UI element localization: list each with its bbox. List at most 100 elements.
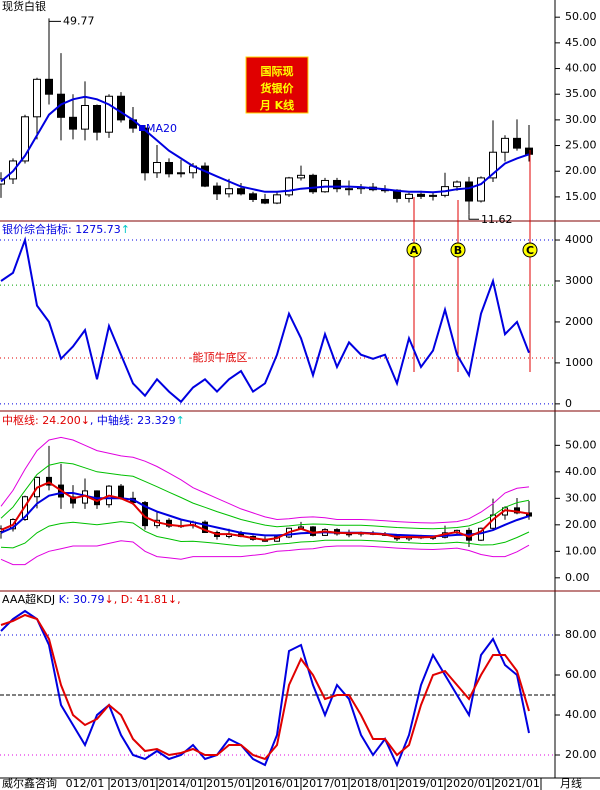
y-tick-label: 20.00	[565, 518, 597, 531]
candle-body	[213, 185, 221, 195]
candle-body	[489, 151, 497, 179]
x-tick-label: 012/01	[66, 777, 105, 790]
candle-body	[177, 172, 185, 175]
candle-body	[46, 476, 52, 486]
footer-source: 威尔鑫咨询	[2, 776, 57, 790]
title-part: ↓,	[168, 593, 181, 606]
x-tick-label: 2019/01	[398, 777, 444, 790]
badge-text: 货银价	[260, 81, 295, 95]
marker-label: B	[454, 244, 462, 257]
panel-title: 银价综合指标: 1275.73↑	[2, 222, 130, 236]
series-line	[0, 236, 530, 404]
y-tick-label: 45.00	[565, 36, 597, 49]
x-tick-label: 2014/01	[158, 777, 204, 790]
y-tick-label: 25.00	[565, 139, 597, 152]
x-tick-label: 2015/01	[206, 777, 252, 790]
candle-body	[465, 181, 473, 202]
max-label: 49.77	[63, 14, 95, 27]
candle-body	[297, 174, 305, 179]
y-tick-label: 40.00	[565, 465, 597, 478]
title-part: K: 30.79	[55, 593, 104, 606]
y-tick-label: 20.00	[565, 164, 597, 177]
candle-body	[237, 188, 245, 195]
y-tick-label: 1000	[565, 356, 593, 369]
series-line	[0, 95, 530, 194]
title-part: ↑	[121, 223, 130, 236]
title-part: ↓	[81, 414, 90, 427]
candle-body	[525, 147, 533, 155]
title-part: ↓	[105, 593, 114, 606]
candle-body	[333, 179, 341, 190]
candle-body	[202, 521, 208, 534]
zone-label: -能顶牛底区-	[189, 350, 252, 364]
marker-label: A	[410, 244, 419, 257]
badge-box	[245, 56, 309, 114]
y-tick-label: 80.00	[565, 628, 597, 641]
candle-body	[153, 161, 161, 174]
x-tick-label: 2018/01	[350, 777, 396, 790]
badge-text: 月 K线	[259, 98, 294, 112]
x-tick-label: 2013/01	[110, 777, 156, 790]
candle-body	[285, 177, 293, 196]
candle-body	[261, 198, 269, 204]
marker-circle	[406, 242, 422, 258]
y-tick-label: 50.00	[565, 438, 597, 451]
series-line	[0, 436, 530, 524]
candle-body	[70, 496, 76, 504]
candle-body	[45, 78, 53, 95]
y-tick-label: 60.00	[565, 668, 597, 681]
y-tick-label: 3000	[565, 274, 593, 287]
candle-body	[105, 95, 113, 133]
candle-body	[453, 181, 461, 188]
candle-body	[33, 78, 41, 118]
series-line	[0, 609, 530, 768]
candle-body	[93, 105, 101, 133]
candle-body	[165, 161, 173, 175]
candle-body	[81, 105, 89, 130]
candle-body	[201, 165, 209, 187]
y-tick-label: 30.00	[565, 113, 597, 126]
series-line	[0, 461, 530, 530]
panel-title: 现货白银	[2, 0, 46, 13]
legend-swatch	[139, 125, 145, 131]
candle-body	[429, 194, 437, 197]
title-part: 银价综合指标: 1275.73	[2, 222, 121, 236]
title-part: , D: 41.81	[114, 593, 168, 606]
series-line	[0, 613, 530, 761]
marker-label: C	[526, 244, 534, 257]
y-tick-label: 4000	[565, 233, 593, 246]
candle-body	[166, 519, 172, 527]
x-tick-label: 2017/01	[302, 777, 348, 790]
y-tick-label: 50.00	[565, 10, 597, 23]
callout-line	[468, 214, 479, 220]
series-line	[0, 540, 530, 566]
panel-title: 中枢线: 24.200↓, 中轴线: 23.329↑	[2, 413, 185, 427]
badge-text: 国际现	[261, 64, 294, 78]
candle-body	[345, 188, 353, 191]
y-tick-label: 40.00	[565, 708, 597, 721]
candle-body	[477, 177, 485, 202]
title-part: ↑	[176, 414, 185, 427]
title-part: AAA超KDJ	[2, 592, 55, 606]
x-tick-label: 2020/01	[446, 777, 492, 790]
ma-label: MA20	[146, 122, 177, 135]
min-label: 11.62	[481, 213, 513, 226]
candle-body	[118, 485, 124, 499]
y-tick-label: 0	[565, 397, 572, 410]
y-tick-label: 40.00	[565, 62, 597, 75]
candle-body	[273, 194, 281, 204]
candle-body	[417, 193, 425, 197]
candle-body	[225, 188, 233, 195]
candle-body	[405, 193, 413, 199]
y-tick-label: 20.00	[565, 748, 597, 761]
y-tick-label: 15.00	[565, 190, 597, 203]
title-part: 中枢线: 24.200	[2, 413, 81, 427]
candle-body	[117, 95, 125, 121]
x-tick-label: 2016/01	[254, 777, 300, 790]
footer-period: 月线	[560, 776, 582, 790]
panel-title: AAA超KDJ K: 30.79↓, D: 41.81↓,	[2, 592, 181, 606]
y-tick-label: 35.00	[565, 87, 597, 100]
